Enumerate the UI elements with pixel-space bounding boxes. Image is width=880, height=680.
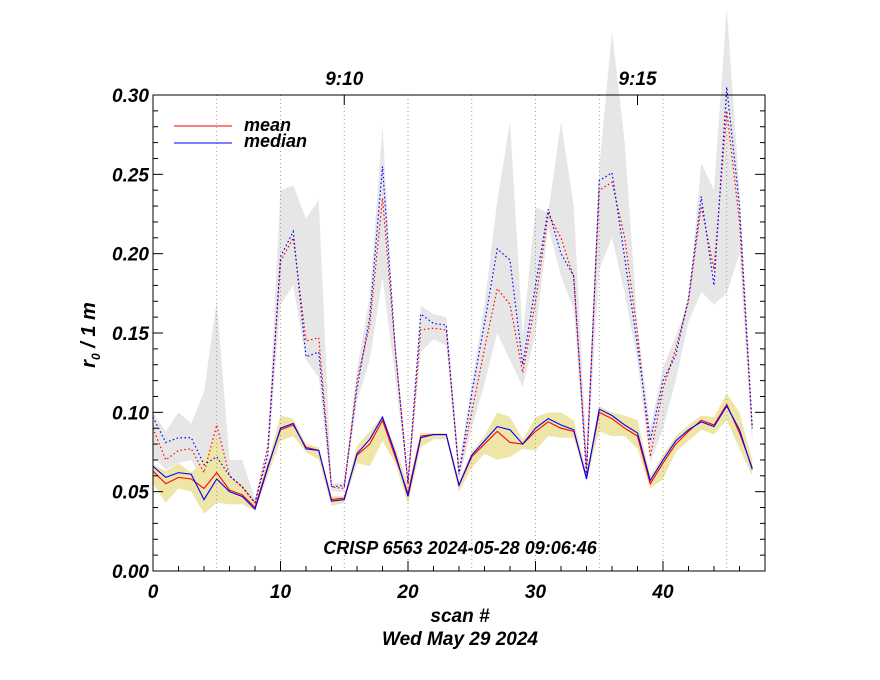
chart-annotation: CRISP 6563 2024-05-28 09:06:46 xyxy=(323,538,598,558)
x-tick-label: 20 xyxy=(396,582,419,603)
legend-median-label: median xyxy=(244,131,307,151)
x-tick-label: 30 xyxy=(525,582,547,603)
time-marker-label: 9:10 xyxy=(325,69,363,90)
legend: mean median xyxy=(174,115,307,151)
upper-range-band xyxy=(153,7,753,506)
y-tick-label: 0.05 xyxy=(112,483,149,504)
y-tick-label: 0.10 xyxy=(112,403,149,424)
y-axis-label-main: r xyxy=(78,359,100,368)
y-axis-label-sub: 0 xyxy=(89,353,103,360)
x-tick-label: 0 xyxy=(148,582,159,603)
median-line xyxy=(152,404,753,511)
y-tick-label: 0.25 xyxy=(112,165,149,186)
y-axis-label: r0 / 1 m xyxy=(78,302,103,368)
plot-area: 0.00 0.05 0.10 0.15 0.20 0.25 0.30 0 10 20 30 40 9:1… xyxy=(112,7,766,603)
date-label: Wed May 29 2024 xyxy=(382,629,538,650)
x-tick-label: 10 xyxy=(270,582,292,603)
x-axis-label: scan # xyxy=(430,606,490,627)
lower-range-band xyxy=(153,393,753,514)
x-tick-label: 40 xyxy=(651,582,674,603)
mean-high-dotted-line xyxy=(152,110,753,505)
median-high-dotted-line xyxy=(152,87,753,505)
y-tick-label: 0.00 xyxy=(112,562,149,583)
y-tick-label: 0.15 xyxy=(112,324,149,345)
y-tick-label: 0.20 xyxy=(112,245,149,266)
y-axis-label-rest: / 1 m xyxy=(78,302,100,353)
legend-mean-label: mean xyxy=(244,115,291,135)
time-marker-label: 9:15 xyxy=(618,69,656,90)
y-tick-label: 0.30 xyxy=(112,86,149,107)
